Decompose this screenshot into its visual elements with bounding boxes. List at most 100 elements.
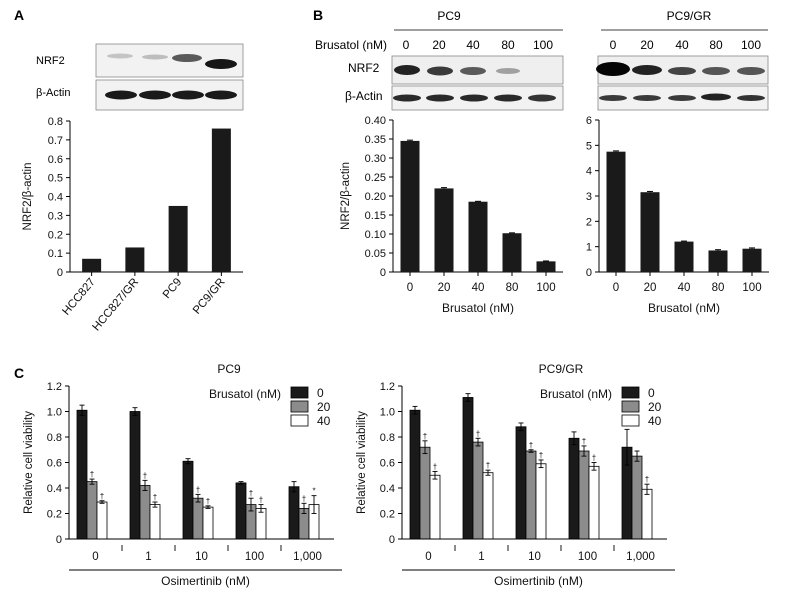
significance-mark: † [206, 497, 210, 506]
bar [641, 488, 653, 540]
chart-title: PC9/GR [539, 362, 584, 376]
x-tick-label: 100 [742, 282, 761, 294]
bar [468, 201, 488, 272]
y-tick-label: 0.7 [48, 135, 63, 147]
bar [182, 460, 194, 540]
y-tick-label: 1.2 [47, 381, 62, 393]
y-tick-label: 0.30 [365, 153, 386, 165]
blot-band [393, 94, 421, 102]
bar [462, 397, 474, 540]
blot-b-gr-dose: 40 [675, 38, 689, 52]
blot-band [460, 94, 488, 102]
bar [578, 450, 590, 540]
blot-band [427, 66, 453, 76]
legend-label: 0 [317, 386, 324, 400]
y-tick-label: 0.8 [48, 116, 63, 128]
bar [149, 504, 161, 540]
legend-swatch [290, 400, 309, 413]
blot-band [460, 67, 486, 75]
y-tick-label: 0.4 [380, 483, 395, 495]
significance-mark: † [645, 475, 649, 484]
significance-mark: † [302, 494, 306, 503]
y-tick-label: 1.0 [47, 407, 62, 419]
legend-label: 40 [648, 414, 662, 428]
y-tick-label: 0.40 [365, 115, 386, 127]
blot-band [205, 90, 237, 100]
significance-mark: † [249, 489, 253, 498]
bar [742, 248, 762, 272]
blot-band [494, 94, 522, 102]
bar [472, 441, 484, 540]
y-tick-label: 0.6 [380, 458, 395, 470]
significance-mark: † [582, 437, 586, 446]
bar [536, 261, 556, 272]
y-tick-label: 4 [586, 166, 592, 178]
chart-c-pc9: 0 0.2 0.4 0.6 0.8 1.0 1.2 Relative cell viabili… [23, 362, 342, 588]
blot-b-gr-dose: 100 [741, 38, 761, 52]
blot-band [394, 65, 420, 75]
blot-b: PC9 PC9/GR Brusatol (nM) 0 20 40 80 100 … [315, 9, 769, 111]
blot-b-pc9-dose: 0 [403, 38, 410, 52]
blot-b-nrf2-label: NRF2 [348, 61, 380, 75]
blot-b-gr-dose: 80 [709, 38, 723, 52]
bar [139, 485, 151, 540]
y-axis-label: Relative cell viability [23, 411, 35, 514]
y-tick-label: 1 [586, 242, 592, 254]
x-tick-label: 0 [613, 282, 619, 294]
x-tick-label: PC9 [161, 276, 185, 301]
y-axis-label: NRF2/β-actin [340, 162, 352, 230]
x-tick-label: PC9/GR [191, 276, 228, 317]
significance-mark: † [486, 461, 490, 470]
bar [482, 472, 494, 540]
y-tick-label: 0.6 [47, 458, 62, 470]
y-tick-label: 0.2 [380, 509, 395, 521]
chart-b-pc9: 0 0.05 0.10 0.15 0.20 0.25 0.30 0.35 0.40 NRF2/β-… [340, 115, 563, 315]
blot-a-actin-label: β-Actin [36, 87, 70, 99]
significance-mark: † [153, 493, 157, 502]
x-tick-label: 1 [145, 551, 151, 563]
x-tick-label: 80 [712, 282, 725, 294]
blot-b-pc9-dose: 20 [432, 38, 446, 52]
y-tick-label: 6 [586, 115, 592, 127]
x-axis-label: Osimertinib (nM) [161, 574, 250, 588]
y-tick-label: 0.25 [365, 172, 386, 184]
blot-band [139, 90, 171, 100]
significance-mark: † [259, 496, 263, 505]
y-tick-label: 0.2 [47, 509, 62, 521]
y-tick-label: 0.6 [48, 154, 63, 166]
bar [125, 247, 145, 272]
bar [86, 481, 98, 540]
blot-band [632, 65, 662, 75]
y-tick-label: 0.4 [47, 483, 62, 495]
legend-swatch [621, 386, 640, 399]
y-tick-label: 0.2 [48, 229, 63, 241]
bar [419, 446, 431, 540]
x-tick-label: 80 [506, 282, 519, 294]
blot-a: NRF2 β-Actin [36, 43, 244, 111]
y-tick-label: 0.3 [48, 210, 63, 222]
blot-b-pc9-title: PC9 [437, 9, 461, 23]
bar [82, 258, 102, 272]
x-axis-label: Brusatol (nM) [442, 301, 514, 315]
y-axis-label: NRF2/β-actin [22, 163, 34, 231]
bar [502, 233, 522, 272]
y-axis-label: Relative cell viability [356, 411, 368, 514]
blot-band [107, 53, 133, 59]
legend-title: Brusatol (nM) [209, 387, 281, 401]
x-tick-label: 40 [472, 282, 485, 294]
y-tick-label: 0.05 [365, 248, 386, 260]
y-tick-label: 0 [389, 534, 395, 546]
chart-b-gr: 0 1 2 3 4 5 6 0 20 40 80 100 Brusatol (nM) [586, 115, 769, 315]
chart-c-gr: 0 0.2 0.4 0.6 0.8 1.0 1.2 Relative cell viabili… [356, 362, 675, 588]
legend-swatch [621, 400, 640, 413]
significance-mark: † [433, 462, 437, 471]
bar [708, 250, 728, 272]
blot-band [633, 95, 661, 101]
blot-band [172, 54, 202, 62]
bar [76, 409, 88, 540]
blot-b-pc9-dose: 80 [501, 38, 515, 52]
y-tick-label: 0.1 [48, 248, 63, 260]
x-tick-label: 1,000 [293, 551, 322, 563]
bar [255, 507, 267, 540]
